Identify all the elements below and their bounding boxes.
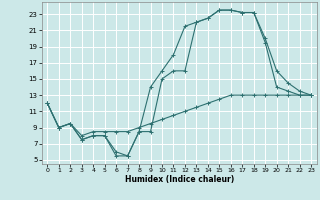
X-axis label: Humidex (Indice chaleur): Humidex (Indice chaleur)	[124, 175, 234, 184]
